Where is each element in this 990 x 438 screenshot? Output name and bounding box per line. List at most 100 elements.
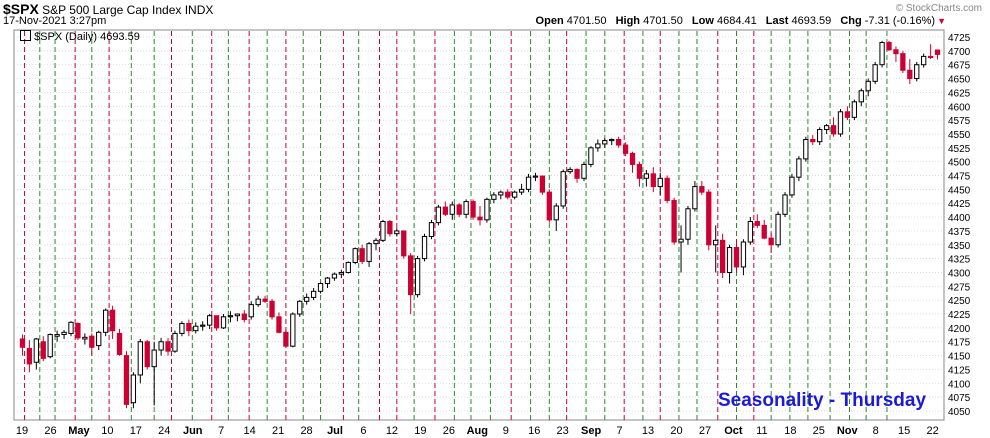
candle-up — [782, 194, 788, 215]
y-tick-label: 4300 — [948, 268, 971, 279]
candle-up — [47, 334, 53, 358]
y-tick-label: 4650 — [948, 75, 971, 86]
candle-up — [512, 191, 518, 198]
x-tick-label: 19 — [16, 425, 28, 437]
candle-down — [116, 332, 123, 355]
candle-up — [518, 188, 525, 193]
candle-down — [622, 144, 629, 154]
candle-up — [879, 42, 885, 66]
candle-down — [934, 49, 941, 55]
candle-down — [761, 224, 767, 239]
x-tick-label: Oct — [724, 425, 743, 437]
candle-up — [248, 304, 254, 318]
candle-up — [331, 273, 338, 279]
candle-up — [914, 64, 920, 80]
legend-label: $SPX (Daily) 4693.59 — [34, 31, 140, 43]
candle-up — [865, 80, 871, 92]
candle-down — [477, 216, 483, 221]
candle-up — [366, 243, 372, 262]
candle-up — [33, 338, 39, 363]
candle-down — [754, 221, 760, 226]
candle-up — [54, 334, 60, 337]
x-tick-label: 8 — [873, 425, 879, 437]
candle-up — [227, 315, 234, 318]
y-tick-label: 4425 — [948, 199, 971, 210]
candle-down — [664, 177, 670, 201]
candle-up — [324, 277, 331, 285]
candle-up — [373, 239, 379, 245]
symbol: $SPX — [3, 1, 39, 17]
candle-up — [463, 201, 469, 215]
candle-up — [643, 173, 650, 179]
candle-up — [817, 129, 823, 143]
candle-up — [151, 349, 157, 368]
x-tick-label: 17 — [130, 425, 142, 437]
y-tick-label: 4525 — [948, 144, 971, 155]
x-tick-label: 21 — [272, 425, 284, 437]
candle-up — [103, 309, 109, 333]
candle-down — [733, 247, 740, 268]
x-tick-label: 28 — [300, 425, 312, 437]
x-tick-label: 23 — [557, 425, 569, 437]
y-tick-label: 4200 — [948, 324, 971, 335]
candle-down — [19, 338, 26, 348]
candle-up — [491, 194, 497, 200]
candle-up — [602, 140, 608, 145]
candle-up — [304, 296, 310, 302]
candle-down — [907, 69, 913, 80]
candle-up — [588, 147, 594, 165]
candle-down — [650, 173, 656, 188]
candle-up — [255, 298, 261, 306]
copyright: © StockCharts.com — [895, 3, 982, 14]
candle-down — [283, 331, 289, 347]
candle-up — [872, 64, 878, 82]
x-tick-label: 7 — [218, 425, 224, 437]
candle-down — [768, 237, 774, 246]
candle-down — [442, 206, 448, 215]
candle-down — [671, 199, 677, 243]
y-tick-label: 4675 — [948, 61, 971, 72]
candle-down — [629, 152, 636, 165]
candle-up — [678, 238, 684, 243]
chart-date: 17-Nov-2021 3:27pm — [3, 15, 107, 27]
candle-up — [484, 198, 490, 221]
y-tick-label: 4375 — [948, 227, 971, 238]
candle-up — [345, 262, 351, 273]
x-tick-label: 18 — [784, 425, 796, 437]
candle-down — [75, 322, 81, 339]
candle-down — [40, 341, 46, 359]
candle-up — [740, 241, 747, 268]
x-tick-label: 9 — [503, 425, 509, 437]
candle-up — [200, 324, 206, 327]
down-arrow-icon: ▼ — [937, 16, 946, 26]
candle-up — [609, 139, 615, 142]
seasonality-annotation: Seasonality - Thursday — [718, 390, 927, 411]
candle-up — [220, 316, 227, 329]
y-tick-label: 4350 — [948, 241, 971, 252]
x-tick-label: 16 — [528, 425, 540, 437]
candle-up — [789, 176, 795, 196]
x-tick-label: 14 — [244, 425, 256, 437]
candle-down — [539, 175, 546, 193]
x-tick-label: Jun — [183, 425, 203, 437]
candle-up — [685, 208, 691, 240]
candle-up — [61, 331, 67, 336]
candle-up — [581, 163, 587, 179]
exchange: INDX — [184, 3, 214, 17]
y-tick-label: 4700 — [948, 47, 971, 58]
candle-up — [837, 111, 844, 135]
candle-up — [394, 230, 400, 235]
y-tick-label: 4100 — [948, 379, 971, 390]
y-tick-label: 4050 — [948, 407, 971, 418]
candle-down — [276, 316, 282, 333]
candle-down — [470, 201, 476, 218]
candle-up — [290, 313, 296, 347]
candle-up — [858, 90, 864, 103]
candle-up — [435, 206, 442, 224]
candle-up — [310, 290, 317, 298]
candle-down — [893, 49, 899, 55]
candle-up — [234, 313, 241, 317]
candle-up — [532, 175, 539, 178]
candle-down — [927, 55, 934, 59]
x-tick-label: 25 — [813, 425, 825, 437]
